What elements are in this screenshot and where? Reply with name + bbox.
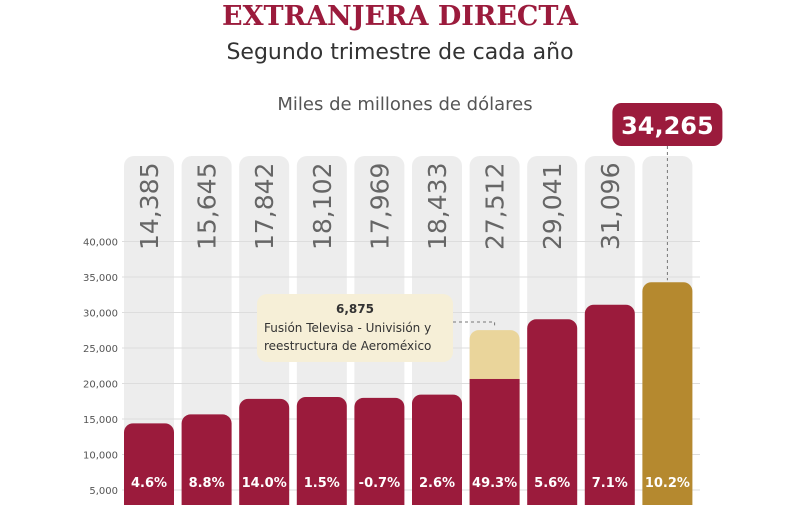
y-tick-label: 35,000 xyxy=(83,273,118,284)
y-tick-label: 15,000 xyxy=(83,415,118,426)
growth-label: 14.0% xyxy=(242,476,287,491)
callout-value: 34,265 xyxy=(621,112,714,140)
annotation-leader xyxy=(453,321,496,329)
bar xyxy=(239,398,290,505)
y-tick-label: 40,000 xyxy=(83,238,118,249)
bar xyxy=(181,414,232,505)
annotation-note-line: Fusión Televisa - Univisión y xyxy=(264,321,431,335)
bar xyxy=(527,319,578,505)
growth-label: 7.1% xyxy=(592,476,628,491)
chart-title: EXTRANJERA DIRECTA xyxy=(222,1,578,32)
bar xyxy=(469,378,520,505)
annotation-note-line: reestructura de Aeroméxico xyxy=(264,339,431,353)
bar xyxy=(296,396,347,505)
value-label: 14,385 xyxy=(135,163,164,250)
growth-label: -0.7% xyxy=(359,476,400,491)
annotation-value: 6,875 xyxy=(336,302,374,316)
value-label: 15,645 xyxy=(193,163,222,250)
bar xyxy=(354,397,405,505)
value-label: 17,969 xyxy=(365,163,394,250)
growth-label: 49.3% xyxy=(472,476,517,491)
chart-subtitle: Segundo trimestre de cada año xyxy=(226,40,574,65)
value-label: 18,102 xyxy=(308,163,337,250)
bar xyxy=(412,394,462,505)
callout-box xyxy=(612,103,723,146)
growth-label: 8.8% xyxy=(189,476,225,491)
bar-highlight xyxy=(642,282,693,505)
growth-label: 10.2% xyxy=(645,476,690,491)
value-label: 27,512 xyxy=(481,163,510,250)
y-tick-label: 20,000 xyxy=(83,380,118,391)
value-label: 17,842 xyxy=(250,163,279,250)
value-label: 31,096 xyxy=(596,163,625,250)
growth-label: 2.6% xyxy=(419,476,455,491)
bar xyxy=(124,423,174,505)
value-label: 18,433 xyxy=(423,163,452,250)
y-tick-label: 5,000 xyxy=(89,486,118,497)
annotation-box xyxy=(257,294,453,362)
growth-label: 1.5% xyxy=(304,476,340,491)
y-tick-label: 25,000 xyxy=(83,344,118,355)
bar xyxy=(584,304,635,505)
y-tick-label: 10,000 xyxy=(83,451,118,462)
growth-label: 5.6% xyxy=(534,476,570,491)
value-label: 29,041 xyxy=(538,163,567,250)
unit-label: Miles de millones de dólares xyxy=(277,94,533,115)
y-tick-label: 30,000 xyxy=(83,309,118,320)
growth-label: 4.6% xyxy=(131,476,167,491)
column-bg xyxy=(124,156,174,505)
